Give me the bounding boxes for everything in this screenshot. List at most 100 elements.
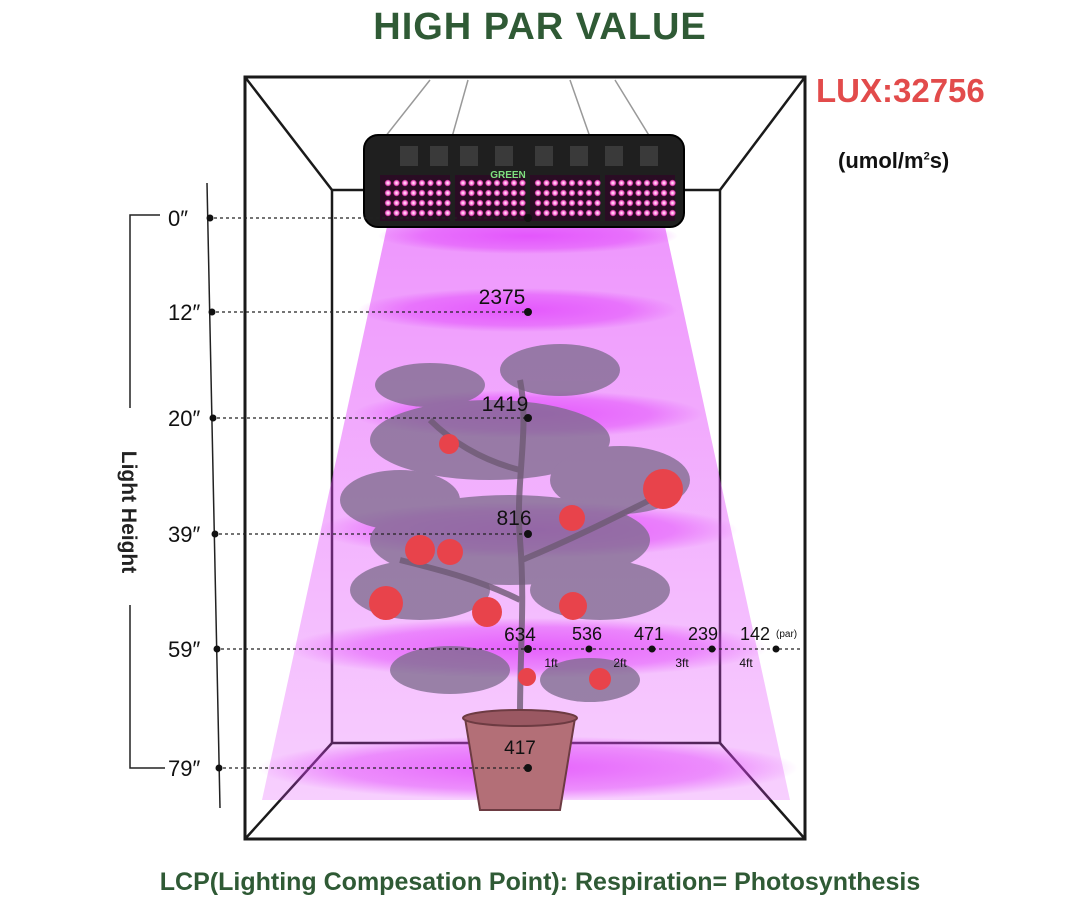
par-value: 1419: [482, 393, 529, 416]
lux-readout: LUX:32756: [816, 72, 985, 109]
led: [643, 209, 651, 217]
led: [626, 189, 634, 197]
unit-superscript: 2: [923, 150, 930, 163]
led: [468, 179, 475, 187]
center-dot: [524, 214, 532, 222]
led: [502, 189, 509, 197]
led: [568, 179, 576, 187]
led: [459, 209, 467, 217]
led: [519, 199, 526, 207]
par-value: 634: [504, 625, 536, 646]
brand-logo: GREEN: [490, 170, 526, 181]
tomato: [369, 586, 403, 620]
led: [493, 199, 501, 207]
led: [427, 199, 434, 207]
led: [543, 189, 550, 197]
footer-caption: LCP(Lighting Compesation Point): Respira…: [159, 868, 921, 896]
lateral-par-value: 239: [688, 624, 718, 644]
led: [393, 209, 400, 217]
led: [577, 199, 584, 207]
height-row: 12″ 2375: [168, 286, 532, 325]
led: [594, 179, 601, 187]
led: [435, 209, 443, 217]
panel-vents: [400, 146, 658, 166]
led: [669, 179, 676, 187]
led: [435, 189, 443, 197]
led: [609, 179, 617, 187]
tomato-plant: [340, 344, 690, 811]
tomato: [437, 539, 463, 565]
height-label: 59″: [168, 637, 200, 662]
led: [435, 199, 443, 207]
led: [543, 199, 550, 207]
led: [669, 189, 676, 197]
led: [594, 199, 601, 207]
tomatoes: [369, 434, 683, 690]
led: [577, 179, 584, 187]
par-unit-tag: (par): [776, 629, 797, 640]
height-row: 59″ 634: [168, 625, 800, 662]
led: [510, 189, 518, 197]
page-title: HIGH PAR VALUE: [373, 6, 707, 48]
led: [410, 189, 417, 197]
led: [626, 209, 634, 217]
center-dot: [524, 764, 532, 772]
led: [459, 179, 467, 187]
led: [577, 189, 584, 197]
height-row: 79″ 417: [168, 738, 536, 781]
led: [635, 189, 642, 197]
led: [652, 179, 659, 187]
tomato: [439, 434, 459, 454]
led: [502, 179, 509, 187]
led: [459, 189, 467, 197]
led: [510, 209, 518, 217]
led: [534, 199, 542, 207]
center-dot: [524, 530, 532, 538]
led: [635, 199, 642, 207]
tomato: [472, 597, 502, 627]
led: [626, 179, 634, 187]
axis-bracket: [129, 605, 165, 769]
led: [418, 179, 426, 187]
ruler-dot: [208, 308, 216, 316]
tomato: [405, 535, 435, 565]
ruler-dot: [209, 414, 217, 422]
height-ruler: [129, 182, 221, 809]
plant-foliage: [340, 344, 690, 702]
led: [594, 209, 601, 217]
led: [609, 189, 617, 197]
led: [652, 209, 659, 217]
par-unit-label: (umol/m2s): [838, 148, 949, 174]
led: [476, 189, 484, 197]
ruler-dot: [211, 530, 219, 538]
lateral-reading: 142 (par) 4ft: [739, 624, 797, 670]
height-row: 0″: [168, 206, 532, 231]
led: [652, 199, 659, 207]
par-value: 417: [504, 738, 536, 759]
tomato: [643, 469, 683, 509]
led: [543, 209, 550, 217]
ruler-dot: [213, 645, 221, 653]
led: [618, 189, 625, 197]
led: [384, 209, 392, 217]
led: [510, 179, 518, 187]
led: [427, 179, 434, 187]
led: [534, 209, 542, 217]
lateral-dot: [772, 645, 780, 653]
lateral-dot: [708, 645, 716, 653]
led: [401, 209, 409, 217]
ruler-dot: [215, 764, 223, 772]
tomato: [559, 592, 587, 620]
led: [502, 199, 509, 207]
center-dot: [524, 414, 532, 422]
lateral-reading: 471 2ft: [613, 624, 664, 670]
led: [410, 179, 417, 187]
led: [485, 179, 492, 187]
led: [476, 179, 484, 187]
unit-suffix: s): [929, 148, 950, 173]
led: [643, 189, 651, 197]
led: [519, 209, 526, 217]
lateral-dot: [585, 645, 593, 653]
led: [444, 199, 451, 207]
